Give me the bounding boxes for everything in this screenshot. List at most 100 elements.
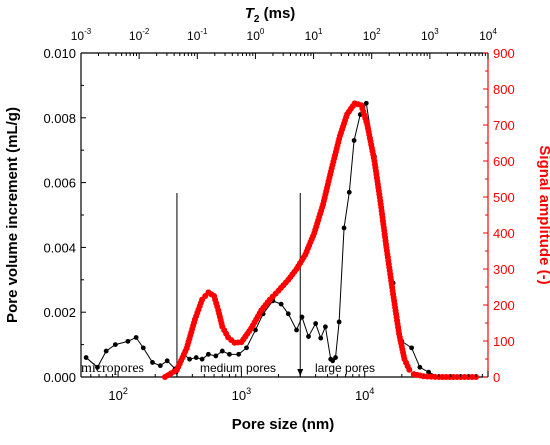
pore-volume-point (157, 363, 163, 369)
pore-volume-point (112, 342, 118, 347)
top-tick-label: 10-3 (71, 27, 92, 43)
pore-volume-point (417, 364, 423, 370)
right-tick-label: 300 (493, 262, 515, 277)
pore-volume-point (103, 348, 109, 354)
pore-volume-point (164, 358, 170, 364)
pore-volume-point (133, 335, 139, 340)
pore-volume-point (313, 321, 319, 326)
pore-volume-point (236, 351, 242, 357)
top-tick-exponent: -3 (84, 27, 92, 36)
top-tick-label: 100 (247, 27, 265, 43)
signal-point (406, 366, 413, 373)
bottom-tick-label: 104 (355, 386, 374, 403)
top-tick-label: 104 (479, 27, 497, 43)
right-tick-label: 900 (493, 46, 515, 61)
right-tick-label: 600 (493, 154, 515, 169)
pore-volume-point (227, 351, 232, 357)
top-axis-title-unit: (ms) (259, 5, 295, 22)
top-tick-label: 10-2 (129, 27, 150, 43)
left-tick-label: 0.004 (43, 240, 76, 255)
bottom-tick-label: 102 (108, 386, 127, 403)
pore-volume-point (140, 345, 146, 351)
left-tick-label: 0.008 (43, 111, 76, 126)
right-tick-label: 100 (493, 334, 515, 349)
right-tick-label: 700 (493, 118, 515, 133)
pore-volume-point (95, 364, 100, 370)
pore-volume-point (341, 225, 347, 231)
pore-volume-point (187, 356, 192, 362)
pore-volume-point (83, 355, 89, 360)
top-tick-label: 102 (363, 27, 381, 43)
pore-volume-point (213, 353, 219, 359)
top-tick-label: 101 (305, 27, 323, 43)
top-tick-base: 10 (71, 29, 85, 43)
pore-volume-point (409, 345, 414, 351)
right-tick-label: 800 (493, 82, 515, 97)
left-tick-label: 0.006 (43, 176, 76, 191)
pore-volume-point (346, 189, 352, 195)
y-axis-left-label: Pore volume increment (mL/g) (4, 107, 21, 323)
top-tick-exponent: 2 (376, 27, 381, 36)
top-tick-exponent: 0 (260, 27, 265, 36)
x-axis-label: Pore size (nm) (232, 416, 335, 433)
top-tick-base: 10 (363, 29, 377, 43)
pore-volume-point (253, 327, 258, 333)
top-tick-base: 10 (421, 29, 435, 43)
pore-volume-point (294, 327, 299, 333)
boundary-arrow (297, 369, 304, 376)
plot-frame (80, 52, 489, 378)
top-tick-exponent: -1 (200, 27, 208, 36)
pore-volume-point (244, 345, 249, 351)
top-tick-exponent: 4 (492, 27, 497, 36)
bottom-tick-base: 10 (355, 388, 369, 403)
pore-volume-point (150, 360, 155, 365)
bottom-tick-label: 103 (232, 386, 251, 403)
right-tick-label: 500 (493, 190, 515, 205)
pore-volume-point (426, 369, 432, 375)
tick-layer: 0.0000.0020.0040.0060.0080.0100100200300… (43, 27, 514, 403)
pore-volume-point (318, 335, 324, 341)
top-tick-label: 103 (421, 27, 439, 43)
top-axis-title-T: T (245, 5, 256, 22)
annotation-medium-pores: medium pores (200, 361, 276, 375)
top-tick-base: 10 (305, 29, 319, 43)
pore-volume-point (336, 319, 342, 325)
bottom-tick-exponent: 3 (246, 386, 251, 396)
bottom-tick-base: 10 (232, 388, 246, 403)
pore-volume-point (285, 311, 291, 317)
bottom-tick-exponent: 4 (369, 386, 374, 396)
bottom-tick-exponent: 2 (123, 386, 128, 396)
top-tick-base: 10 (479, 29, 493, 43)
top-tick-exponent: -2 (142, 27, 150, 36)
pore-volume-point (323, 324, 328, 330)
top-axis-title: T2 (ms) (245, 5, 296, 25)
top-tick-base: 10 (247, 29, 261, 43)
pore-volume-point (219, 348, 225, 354)
bottom-tick-base: 10 (108, 388, 122, 403)
top-tick-exponent: 3 (434, 27, 439, 36)
pore-volume-point (125, 338, 131, 344)
right-tick-label: 0 (493, 370, 500, 385)
right-tick-label: 200 (493, 298, 515, 313)
right-tick-label: 400 (493, 226, 515, 241)
pore-volume-point (363, 100, 369, 106)
pore-volume-point (333, 355, 338, 360)
top-tick-base: 10 (187, 29, 201, 43)
left-tick-label: 0.000 (43, 370, 76, 385)
pore-volume-point (351, 138, 357, 143)
y-axis-right-label: Signal amplitude (-) (536, 145, 550, 284)
pore-volume-point (199, 356, 205, 362)
pore-volume-point (206, 351, 211, 357)
left-tick-label: 0.002 (43, 305, 76, 320)
pore-volume-point (193, 355, 199, 360)
annotation-micropores: micropores (81, 361, 144, 376)
top-tick-base: 10 (129, 29, 143, 43)
top-tick-exponent: 1 (318, 27, 323, 36)
pore-volume-point (306, 334, 311, 339)
pore-volume-point (330, 358, 336, 364)
top-axis-title-subscript: 2 (254, 14, 260, 25)
pore-volume-point (299, 314, 305, 320)
top-tick-label: 10-1 (187, 27, 208, 43)
